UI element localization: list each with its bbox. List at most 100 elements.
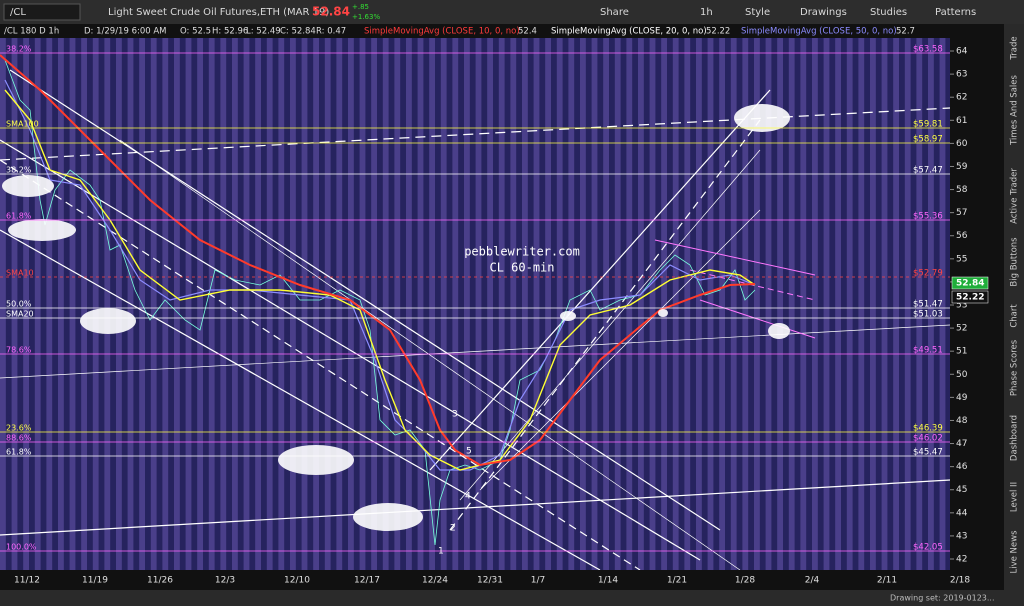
- wave-label: 5: [466, 447, 472, 457]
- date-label: 1/14: [598, 576, 618, 586]
- price-label: 50: [956, 370, 968, 380]
- price-label: 60: [956, 139, 968, 149]
- change: +.85: [352, 3, 369, 11]
- level-left: 100.0%: [6, 543, 37, 552]
- status: Drawing set: 2019-0123...: [890, 594, 995, 603]
- price-label: 45: [956, 485, 967, 495]
- study-value: 52.22: [706, 27, 730, 37]
- study-name: SimpleMovingAvg (CLOSE, 10, 0, no): [364, 27, 520, 37]
- last-price: 52.84: [312, 5, 350, 19]
- toolbar-button[interactable]: Studies: [870, 7, 907, 18]
- wave-label: 3: [452, 410, 458, 420]
- level-left: 50.0%: [6, 300, 32, 309]
- price-label: 52: [956, 324, 967, 334]
- date-label: 2/18: [950, 576, 970, 586]
- level-left: 78.6%: [6, 346, 32, 355]
- price-label: 47: [956, 439, 967, 449]
- toolbar-button[interactable]: Patterns: [935, 7, 976, 18]
- level-right: $57.47: [913, 166, 943, 176]
- level-left: SMA10: [6, 269, 34, 278]
- price-label: 48: [956, 416, 968, 426]
- price-label: 55: [956, 254, 967, 264]
- info-item: O: 52.5: [180, 27, 211, 37]
- info-item: H: 52.96: [212, 27, 248, 37]
- price-label: 56: [956, 231, 968, 241]
- site: pebblewriter.com: [464, 245, 580, 259]
- price-label: 57: [956, 208, 967, 218]
- level-left: 88.6%: [6, 434, 32, 443]
- chart-area: [0, 38, 950, 570]
- date-label: 1/28: [735, 576, 755, 586]
- price-label: 46: [956, 462, 968, 472]
- sidebar-tab[interactable]: Big Buttons: [1010, 237, 1020, 287]
- level-right: $59.81: [913, 120, 943, 130]
- level-left: 23.6%: [6, 424, 32, 433]
- study-value: 52.7: [896, 27, 915, 37]
- price-label: 51: [956, 347, 967, 357]
- price-tag-box: [951, 276, 989, 290]
- info-bar: [0, 24, 1004, 38]
- price-label: 59: [956, 162, 968, 172]
- sidebar-tab[interactable]: Chart: [1010, 304, 1020, 328]
- status-bar: [0, 590, 1004, 606]
- sidebar: [1004, 24, 1024, 606]
- date-label: 2/11: [877, 576, 897, 586]
- date-label: 1/7: [531, 576, 545, 586]
- level-right: $51.03: [913, 310, 943, 320]
- study-value: 52.4: [518, 27, 537, 37]
- price-tag: 52.22: [956, 293, 984, 303]
- level-left: 38.2%: [6, 45, 32, 54]
- level-right: $55.36: [913, 212, 943, 222]
- toolbar-button[interactable]: Drawings: [800, 7, 847, 18]
- toolbar: [0, 0, 1024, 24]
- date-label: 1/21: [667, 576, 687, 586]
- date-label: 12/24: [422, 576, 448, 586]
- sidebar-tab[interactable]: Active Trader: [1010, 168, 1020, 224]
- date-label: 12/17: [354, 576, 380, 586]
- study-name: SimpleMovingAvg (CLOSE, 50, 0, no): [741, 27, 897, 37]
- price-tag-box: [951, 290, 989, 304]
- sma10-line: [0, 54, 756, 467]
- price-label: 61: [956, 116, 967, 126]
- wave-label: 2: [450, 524, 456, 534]
- level-left: 38.2%: [6, 166, 32, 175]
- toolbar-button[interactable]: Style: [745, 7, 770, 18]
- price-label: 44: [956, 508, 968, 518]
- level-right: $46.02: [913, 434, 943, 444]
- sidebar-tab[interactable]: Times And Sales: [1010, 75, 1020, 146]
- date-label: 12/10: [284, 576, 310, 586]
- level-left: SMA20: [6, 310, 34, 319]
- date-label: 11/12: [14, 576, 40, 586]
- sidebar-tab[interactable]: Phase Scores: [1010, 339, 1020, 396]
- level-left: 61.8%: [6, 212, 32, 221]
- symbol: /CL: [10, 7, 26, 18]
- date-label: 11/19: [82, 576, 108, 586]
- price-label: 49: [956, 393, 968, 403]
- level-left: SMA100: [6, 120, 39, 129]
- level-left: 61.8%: [6, 448, 32, 457]
- description: Light Sweet Crude Oil Futures,ETH (MAR 1…: [108, 7, 329, 18]
- price-label: 43: [956, 531, 967, 541]
- level-right: $49.51: [913, 346, 943, 356]
- symbol-box[interactable]: [3, 3, 81, 21]
- price-label: 64: [956, 47, 968, 57]
- sidebar-tab[interactable]: Trade: [1010, 36, 1020, 60]
- study-name: SimpleMovingAvg (CLOSE, 20, 0, no): [551, 27, 707, 37]
- info-item: L: 52.49: [246, 27, 281, 37]
- date-label: 12/3: [215, 576, 235, 586]
- sidebar-tab[interactable]: Dashboard: [1010, 415, 1020, 461]
- level-right: $45.47: [913, 448, 943, 458]
- date-axis: [0, 570, 1004, 590]
- level-right: $51.47: [913, 300, 943, 310]
- price-label: 42: [956, 555, 967, 565]
- toolbar-button[interactable]: 1h: [700, 7, 713, 18]
- change-pct: +1.63%: [352, 13, 380, 21]
- toolbar-button[interactable]: Share: [600, 7, 629, 18]
- price-label: 63: [956, 70, 967, 80]
- sidebar-tab[interactable]: Live News: [1010, 530, 1020, 574]
- level-right: $63.58: [913, 45, 943, 55]
- level-right: $42.05: [913, 543, 943, 553]
- sidebar-tab[interactable]: Level II: [1010, 482, 1020, 512]
